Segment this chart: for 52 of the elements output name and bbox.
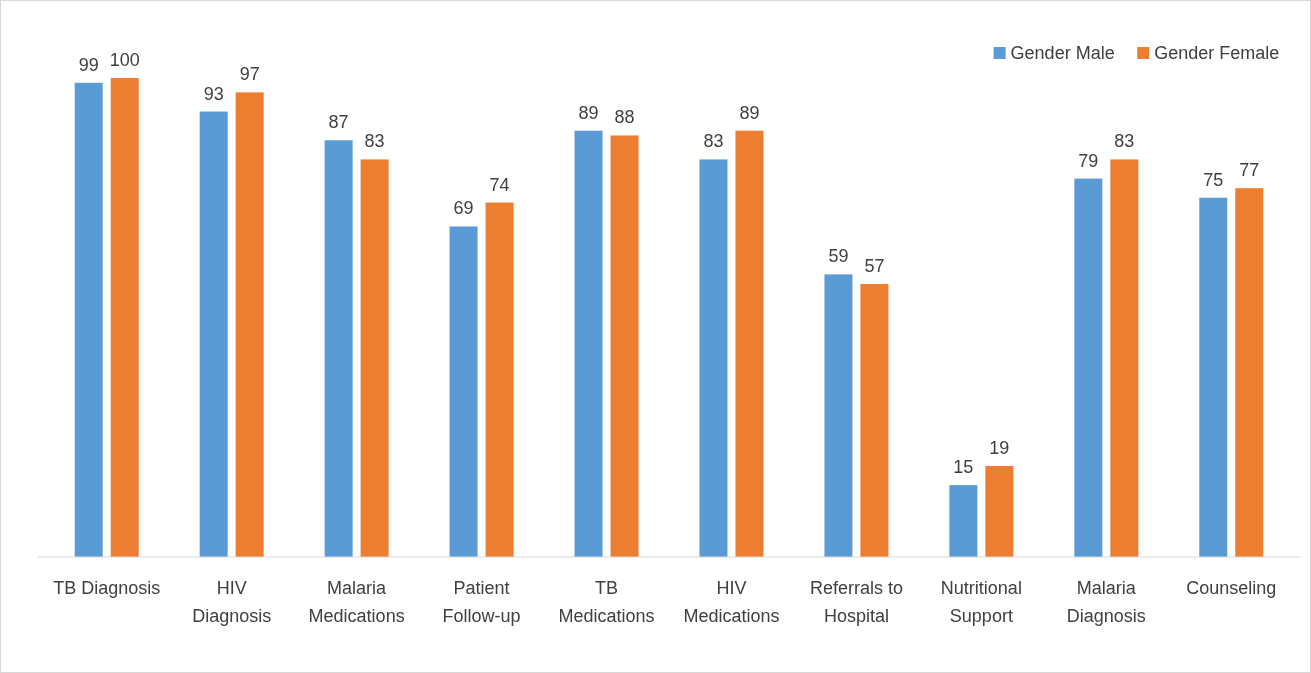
bar: [574, 130, 603, 557]
data-label: 93: [203, 83, 224, 104]
x-tick-label: TB Medications: [558, 578, 655, 626]
bar: [610, 135, 639, 557]
bar: [1110, 159, 1139, 557]
bar: [735, 130, 764, 557]
data-label: 83: [364, 131, 385, 152]
x-tick-label: Nutritional Support: [940, 578, 1022, 626]
bar: [949, 485, 978, 557]
bar: [74, 82, 103, 557]
data-label: 89: [739, 102, 760, 123]
data-label: 59: [828, 246, 849, 267]
x-tick-label: Counseling: [1186, 578, 1277, 598]
data-label: 87: [328, 112, 349, 133]
data-label: 99: [78, 54, 99, 75]
bar: [1235, 188, 1264, 557]
data-label: 75: [1203, 169, 1224, 190]
data-label: 74: [489, 174, 510, 195]
data-label: 79: [1078, 150, 1099, 171]
x-tick-label: Malaria Medications: [308, 578, 405, 626]
bar: [985, 465, 1014, 557]
data-label: 77: [1239, 160, 1260, 181]
bar: [485, 202, 514, 557]
x-tick-label: Referrals to Hospital: [809, 578, 903, 626]
bar: [110, 78, 139, 557]
data-label: 88: [614, 107, 635, 128]
legend-label: Gender Female: [1154, 43, 1280, 63]
x-tick-label: TB Diagnosis: [53, 578, 161, 598]
legend-label: Gender Male: [1010, 43, 1115, 63]
bar: [860, 283, 889, 557]
bar: [699, 159, 728, 557]
bar: [449, 226, 478, 557]
data-label: 100: [109, 50, 140, 70]
data-label: 97: [239, 64, 260, 85]
bar: [324, 140, 353, 557]
data-label: 19: [989, 437, 1010, 458]
bar: [199, 111, 228, 557]
bar: [1199, 197, 1228, 557]
data-label: 57: [864, 255, 885, 276]
bar: [235, 92, 264, 557]
bar: [1074, 178, 1103, 557]
bar: [824, 274, 853, 557]
bar: [360, 159, 389, 557]
x-tick-label: Patient Follow-up: [442, 578, 521, 626]
data-label: 83: [703, 131, 724, 152]
x-tick-label: HIV Medications: [683, 578, 780, 626]
data-label: 15: [953, 457, 974, 478]
data-label: 89: [578, 102, 599, 123]
x-tick-label: HIV Diagnosis: [192, 578, 272, 626]
data-label: 83: [1114, 131, 1135, 152]
x-tick-label: Malaria Diagnosis: [1066, 578, 1146, 626]
data-label: 69: [453, 198, 474, 219]
